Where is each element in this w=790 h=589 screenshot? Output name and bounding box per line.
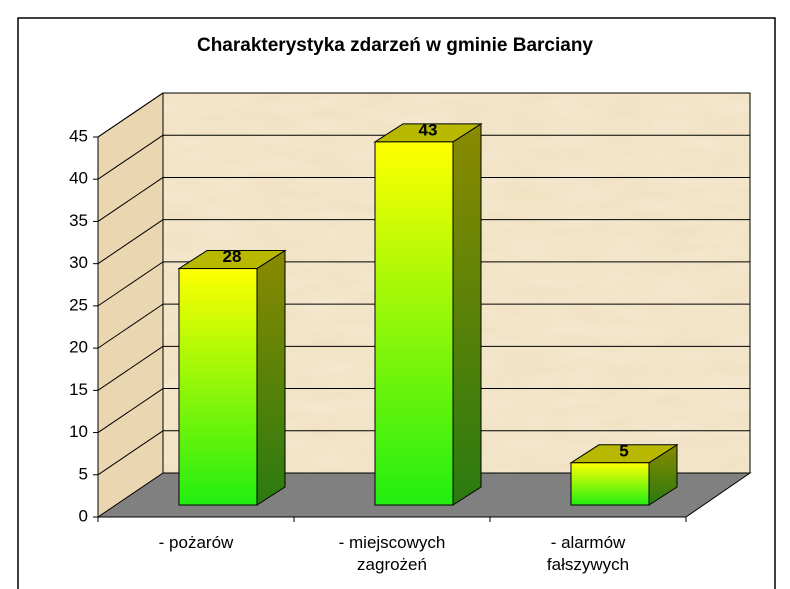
bar-side [256, 249, 286, 506]
grid-line [97, 177, 164, 222]
chart-title: Charakterystyka zdarzeń w gminie Barcian… [197, 35, 593, 56]
y-tick-label: 45 [69, 126, 88, 145]
grid-line [97, 219, 164, 265]
value-label: 28 [223, 247, 242, 266]
grid-line [97, 92, 164, 138]
y-tick-label: 15 [69, 380, 88, 399]
y-tick-label: 5 [79, 464, 88, 483]
grid-line [97, 430, 164, 476]
y-tick-label: 0 [79, 506, 88, 525]
bar-side [452, 122, 482, 506]
grid-line [97, 261, 164, 307]
x-tick-label: - alarmów fałszywych [546, 533, 630, 574]
y-tick-label: 35 [69, 211, 88, 230]
x-tick-label: - pożarów [158, 533, 234, 552]
y-tick-label: 10 [69, 422, 88, 441]
grid-line [97, 134, 164, 180]
y-tick-label: 25 [69, 295, 88, 314]
bar [374, 141, 454, 506]
value-label: 5 [619, 441, 628, 460]
grid-line [97, 388, 164, 433]
grid-line [97, 303, 164, 349]
y-tick-label: 30 [69, 253, 88, 272]
y-tick-label: 40 [69, 169, 88, 188]
y-tick-label: 20 [69, 338, 88, 357]
grid-line [97, 345, 164, 391]
side-wall [98, 93, 163, 517]
value-label: 43 [419, 120, 438, 139]
bar [178, 268, 258, 506]
x-tick-label: - miejscowych zagrożeń [338, 533, 446, 574]
chart-border [17, 17, 776, 589]
bar [570, 462, 650, 506]
